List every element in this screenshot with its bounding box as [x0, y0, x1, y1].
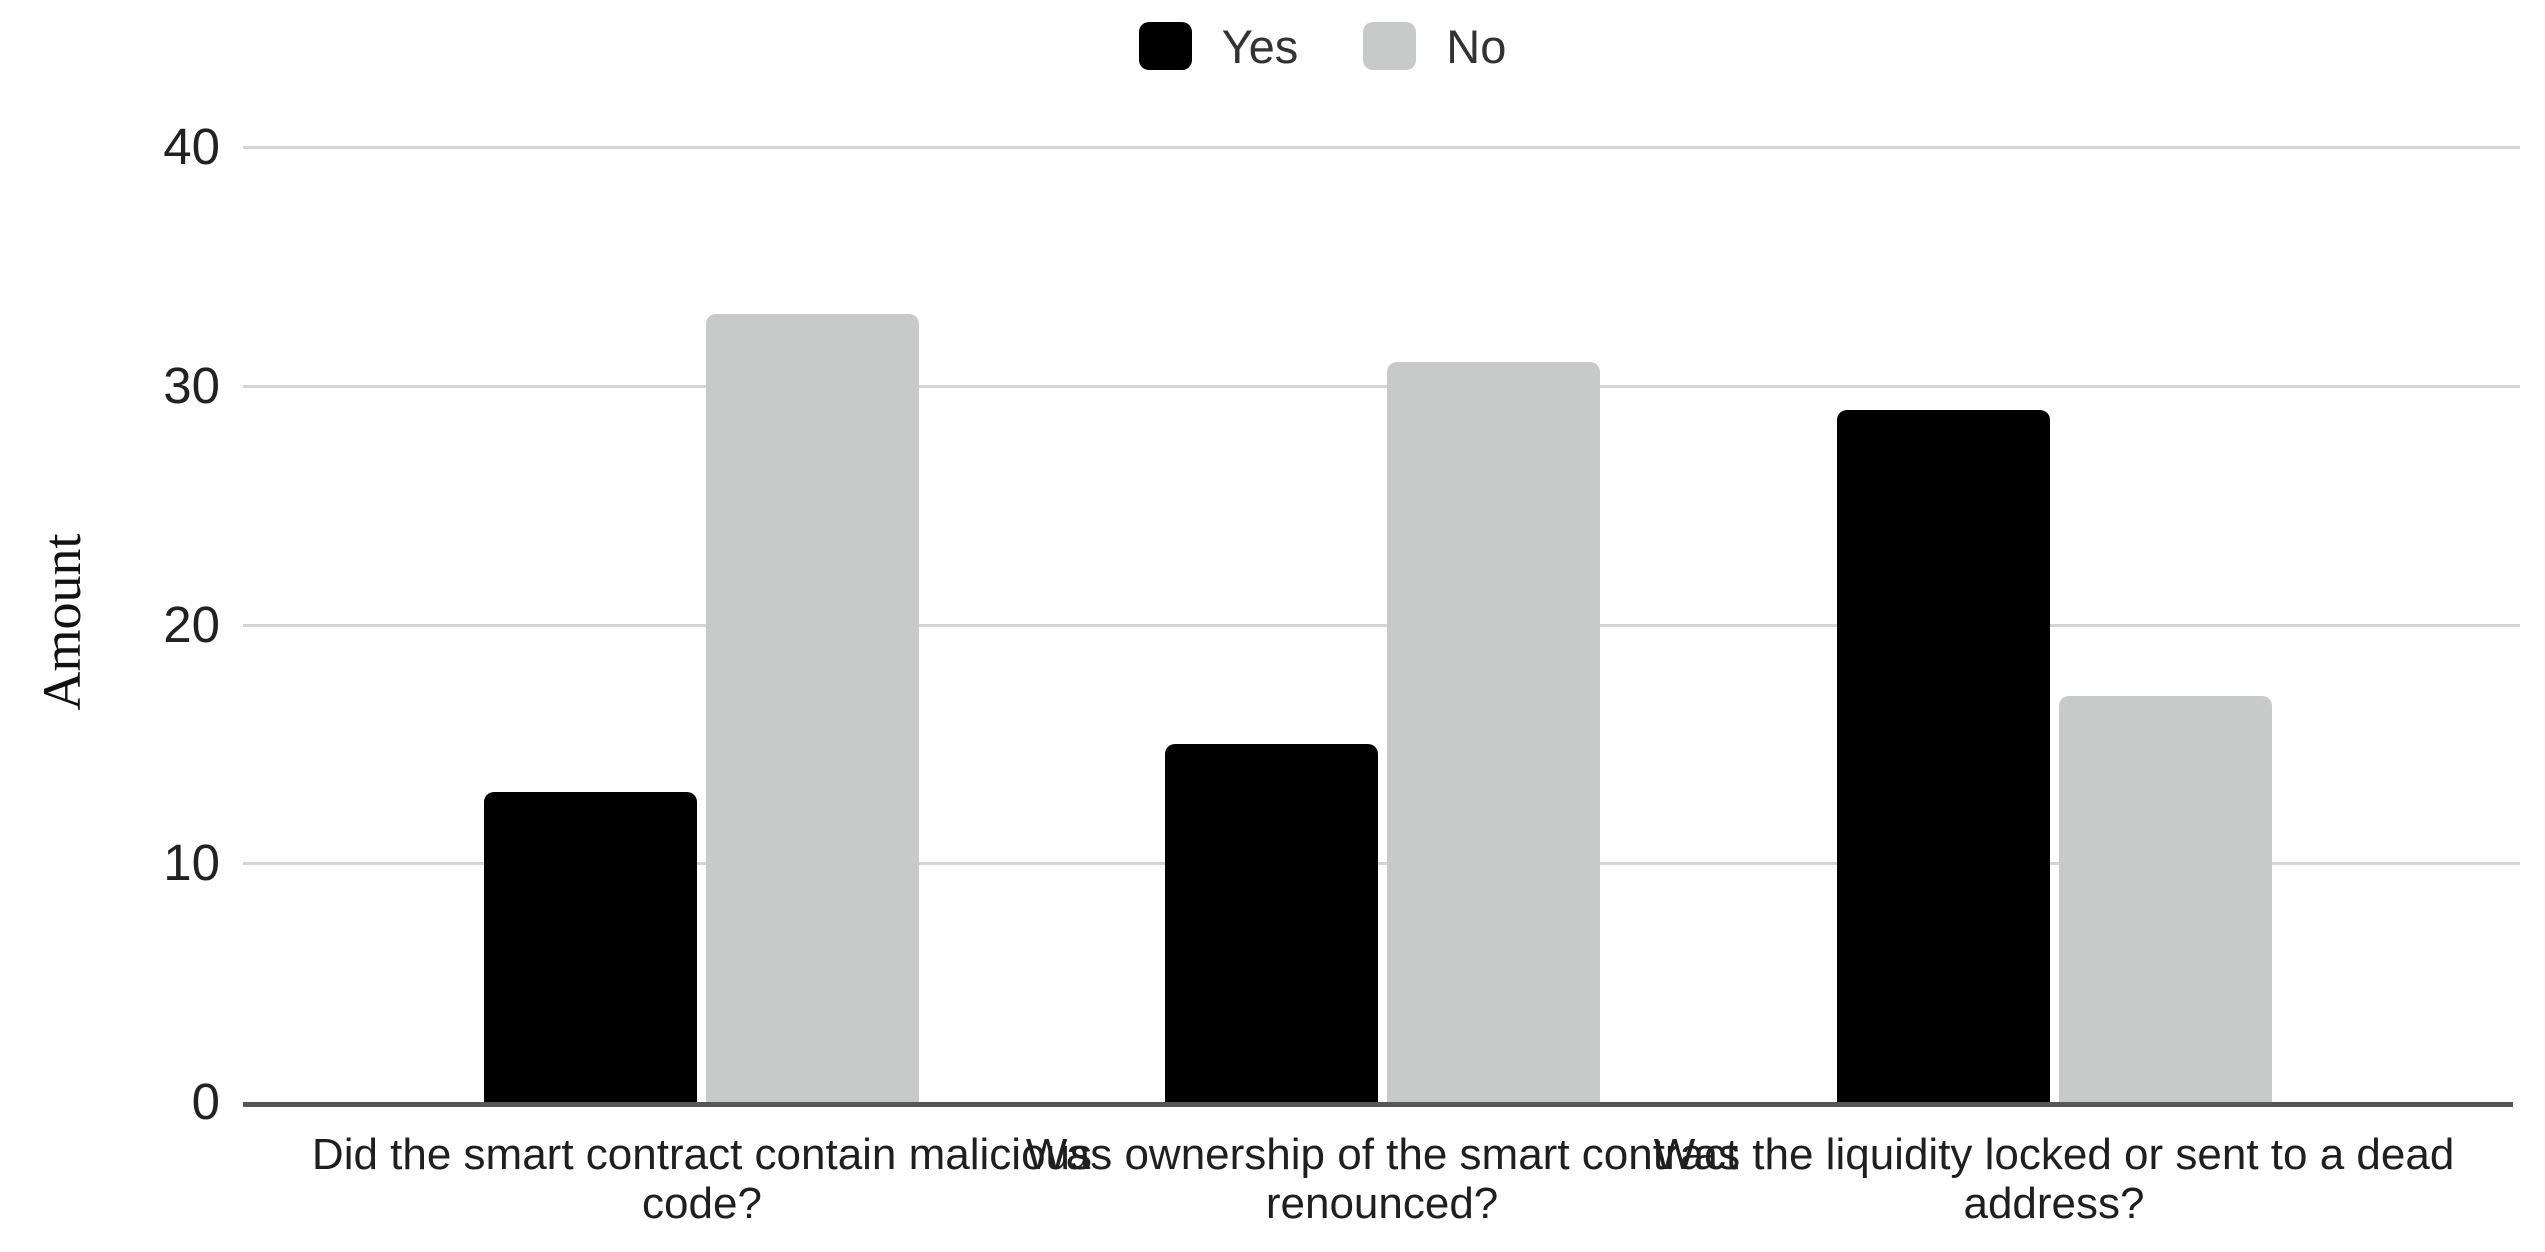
- y-tick-label-20: 20: [163, 595, 220, 653]
- x-category-label-1: Did the smart contract contain malicious…: [311, 1130, 1093, 1228]
- gridline-30: [243, 384, 2520, 388]
- y-tick-label-40: 40: [163, 118, 220, 175]
- x-category-label-2: Was ownership of the smart contract reno…: [1025, 1130, 1739, 1228]
- y-tick-label-30: 30: [163, 356, 220, 414]
- legend-swatch-yes: [1138, 22, 1192, 70]
- bar-no-category-3: [2058, 696, 2272, 1102]
- gridline-20: [243, 623, 2520, 627]
- bar-yes-category-3: [1836, 409, 2050, 1102]
- legend-label-no: No: [1446, 19, 1507, 73]
- gridline-40: [243, 146, 2520, 149]
- plot-area: 40 30 20 10 0 Did the smart contract contain …: [163, 121, 2520, 1228]
- bar-no-category-2: [1386, 361, 1600, 1102]
- gridline-10: [243, 862, 2520, 866]
- legend-item-no: No: [1363, 22, 1506, 70]
- bar-yes-category-2: [1164, 743, 1378, 1102]
- x-category-label-3: Was the liquidity locked or sent to a de…: [1653, 1130, 2455, 1228]
- legend-item-yes: Yes: [1138, 19, 1299, 73]
- y-tick-label-10: 10: [163, 834, 220, 892]
- y-tick-label-0: 0: [191, 1073, 220, 1130]
- bar-no-category-1: [706, 314, 920, 1102]
- legend-swatch-no: [1363, 22, 1417, 70]
- legend-label-yes: Yes: [1221, 19, 1299, 73]
- chart-legend: Yes No: [0, 22, 2545, 70]
- bar-yes-category-1: [484, 791, 698, 1102]
